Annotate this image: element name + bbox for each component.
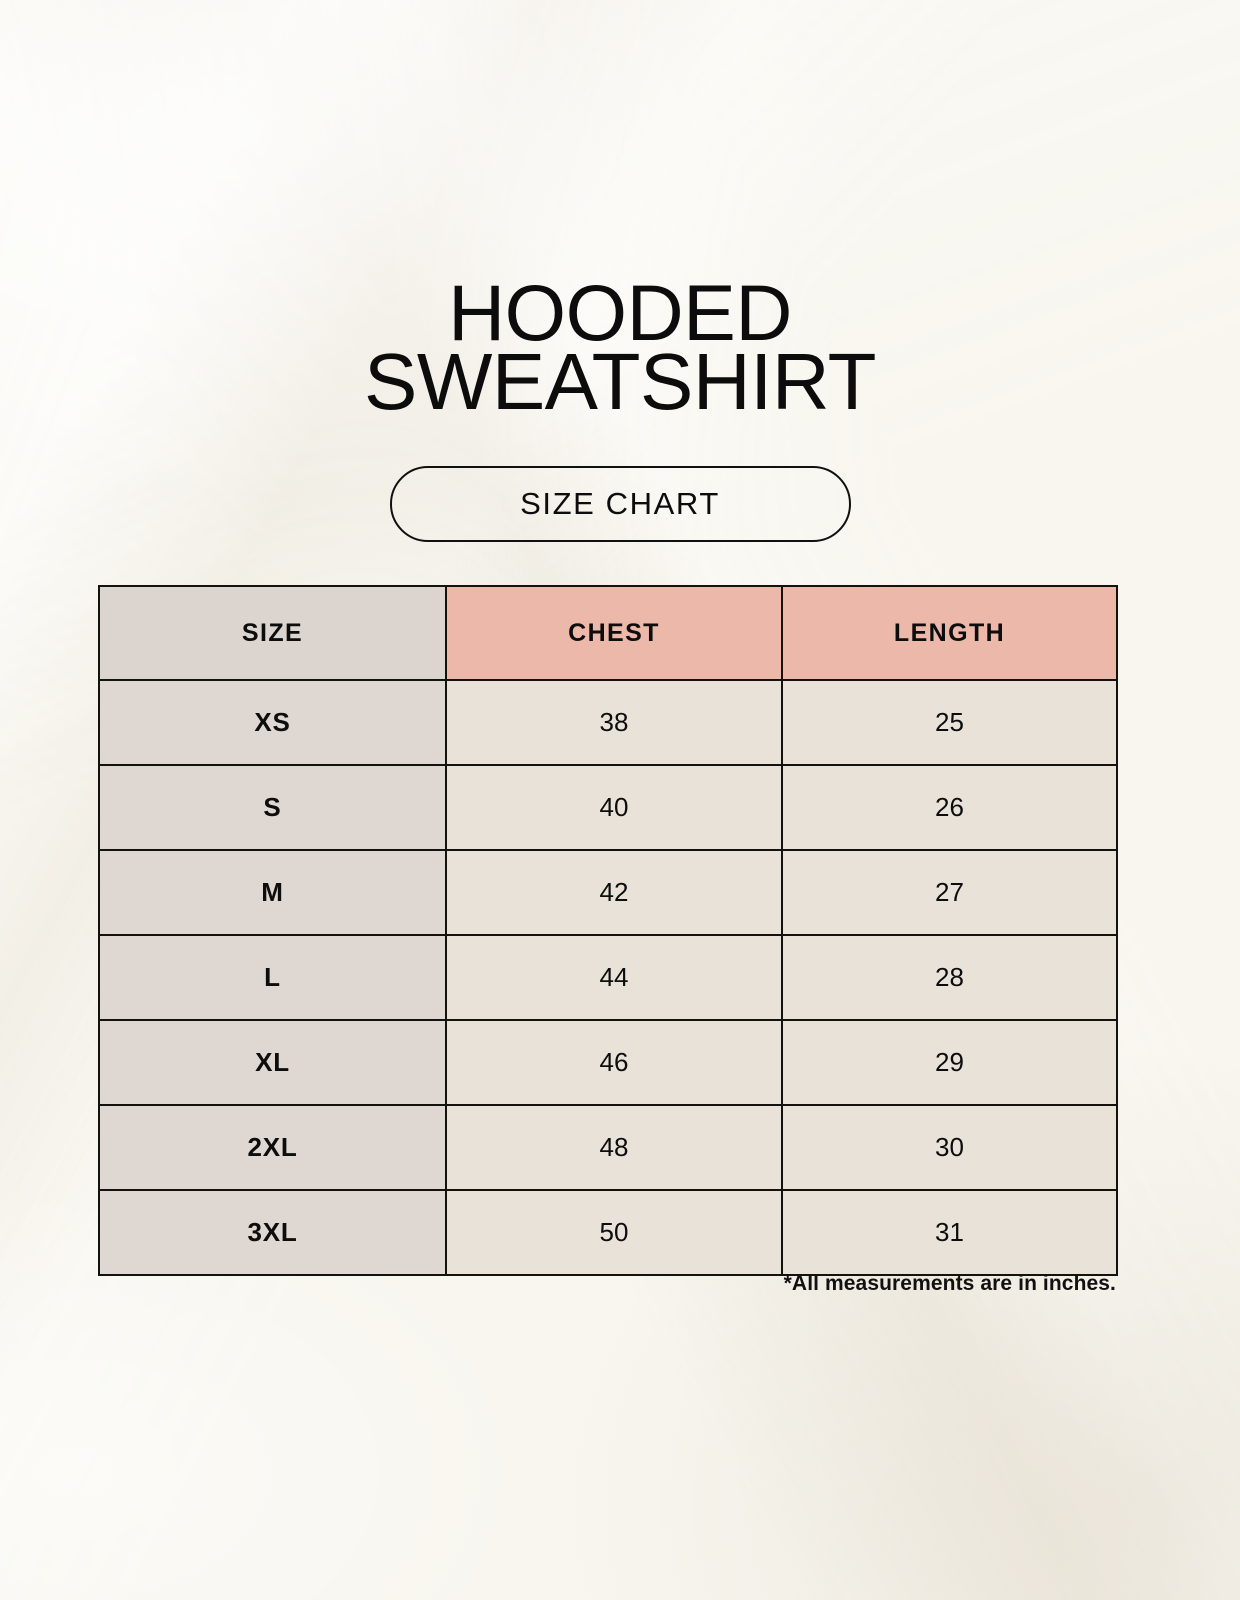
page-title: HOODED SWEATSHIRT [0, 273, 1240, 426]
size-chart-badge-wrapper: SIZE CHART [0, 466, 1240, 542]
measurements-footnote: *All measurements are in inches. [783, 1272, 1116, 1295]
cell-size: XS [98, 679, 447, 766]
table-row: M 42 27 [98, 849, 1118, 936]
cell-size: L [98, 934, 447, 1021]
table-row: L 44 28 [98, 934, 1118, 1021]
cell-size: S [98, 764, 447, 851]
cell-length: 26 [781, 764, 1118, 851]
cell-length: 29 [781, 1019, 1118, 1106]
title-line-2: SWEATSHIRT [363, 337, 877, 426]
size-table-body: XS 38 25 S 40 26 M 42 27 L 44 28 [98, 679, 1118, 1276]
cell-chest: 38 [445, 679, 783, 766]
table-row: 3XL 50 31 [98, 1189, 1118, 1276]
cell-length: 30 [781, 1104, 1118, 1191]
column-header-size: SIZE [98, 585, 447, 681]
cell-chest: 48 [445, 1104, 783, 1191]
cell-size: 2XL [98, 1104, 447, 1191]
cell-chest: 50 [445, 1189, 783, 1276]
size-table: SIZE CHEST LENGTH XS 38 25 S 40 26 M [98, 585, 1118, 1276]
table-row: S 40 26 [98, 764, 1118, 851]
size-chart-badge: SIZE CHART [389, 466, 851, 542]
table-header-row: SIZE CHEST LENGTH [98, 585, 1118, 681]
column-header-chest: CHEST [445, 585, 783, 681]
cell-length: 31 [781, 1189, 1118, 1276]
cell-length: 27 [781, 849, 1118, 936]
size-table-header: SIZE CHEST LENGTH [98, 585, 1118, 681]
cell-chest: 42 [445, 849, 783, 936]
size-table-wrapper: SIZE CHEST LENGTH XS 38 25 S 40 26 M [98, 585, 1118, 1276]
cell-size: XL [98, 1019, 447, 1106]
cell-length: 25 [781, 679, 1118, 766]
column-header-length: LENGTH [781, 585, 1118, 681]
table-row: XS 38 25 [98, 679, 1118, 766]
table-row: 2XL 48 30 [98, 1104, 1118, 1191]
cell-chest: 46 [445, 1019, 783, 1106]
cell-length: 28 [781, 934, 1118, 1021]
cell-chest: 40 [445, 764, 783, 851]
size-chart-badge-label: SIZE CHART [520, 486, 720, 521]
cell-size: M [98, 849, 447, 936]
cell-size: 3XL [98, 1189, 447, 1276]
table-row: XL 46 29 [98, 1019, 1118, 1106]
cell-chest: 44 [445, 934, 783, 1021]
